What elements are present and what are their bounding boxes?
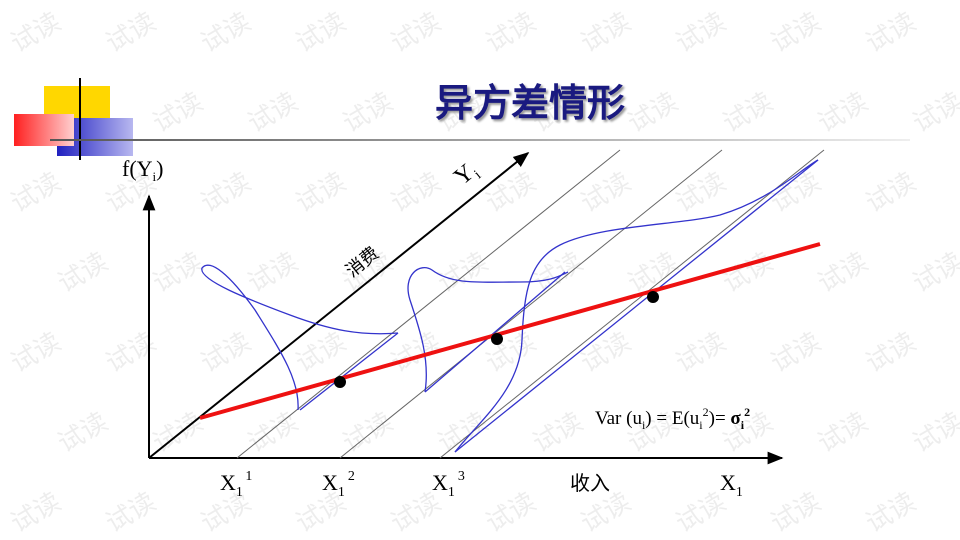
watermark: 试读 xyxy=(148,87,208,139)
mean-point xyxy=(491,333,503,345)
watermark: 试读 xyxy=(576,167,636,219)
watermark: 试读 xyxy=(576,7,636,59)
watermark: 试读 xyxy=(6,487,66,539)
watermark: 试读 xyxy=(956,7,960,59)
formula: Var (ui) = E(ui2)= σi2 xyxy=(595,405,750,432)
watermark: 试读 xyxy=(956,487,960,539)
watermark: 试读 xyxy=(861,487,921,539)
watermark: 试读 xyxy=(196,327,256,379)
watermark: 试读 xyxy=(528,407,588,459)
watermark: 试读 xyxy=(481,487,541,539)
watermark: 试读 xyxy=(481,167,541,219)
y-axis-label: f(Yi) xyxy=(122,156,164,184)
slide-title: 异方差情形 xyxy=(435,81,625,125)
watermark: 试读 xyxy=(291,7,351,59)
watermark: 试读 xyxy=(243,247,303,299)
blue-line xyxy=(454,159,819,453)
watermark: 试读 xyxy=(576,327,636,379)
watermark: 试读 xyxy=(813,407,873,459)
mean-point xyxy=(334,376,346,388)
distribution-curve xyxy=(201,264,399,411)
watermark: 试读 xyxy=(861,7,921,59)
diagonal xyxy=(148,151,530,459)
watermark: 试读 xyxy=(291,167,351,219)
mean-point xyxy=(647,291,659,303)
watermark: 试读 xyxy=(766,327,826,379)
watermark: 试读 xyxy=(671,167,731,219)
blue-line xyxy=(299,332,399,411)
watermark: 试读 xyxy=(481,7,541,59)
watermark: 试读 xyxy=(243,407,303,459)
diagonal-label: Yi xyxy=(449,157,484,193)
watermark: 试读 xyxy=(101,327,161,379)
watermark: 试读 xyxy=(291,327,351,379)
header-decoration xyxy=(14,78,910,160)
watermark: 试读 xyxy=(196,7,256,59)
watermark: 试读 xyxy=(718,247,778,299)
watermark: 试读 xyxy=(6,167,66,219)
watermark: 试读 xyxy=(908,407,960,459)
watermark: 试读 xyxy=(861,327,921,379)
watermark: 试读 xyxy=(101,487,161,539)
watermark: 试读 xyxy=(243,87,303,139)
watermark: 试读 xyxy=(338,407,398,459)
diagram xyxy=(142,149,825,465)
income-label: 收入 xyxy=(570,471,610,495)
watermark: 试读 xyxy=(718,87,778,139)
guide-line xyxy=(439,149,825,459)
watermark: 试读 xyxy=(433,407,493,459)
watermark: 试读 xyxy=(386,7,446,59)
watermark: 试读 xyxy=(908,247,960,299)
distribution-curve xyxy=(407,267,569,393)
watermark: 试读 xyxy=(53,407,113,459)
watermark: 试读 xyxy=(908,87,960,139)
watermark: 试读 xyxy=(861,167,921,219)
watermark: 试读 xyxy=(956,327,960,379)
watermark: 试读 xyxy=(6,327,66,379)
watermark: 试读 xyxy=(53,247,113,299)
x-mark-label: X12 xyxy=(322,469,355,500)
watermark: 试读 xyxy=(813,87,873,139)
watermark: 试读 xyxy=(386,167,446,219)
watermark: 试读 xyxy=(813,247,873,299)
x-axis-label: X1 xyxy=(720,470,743,500)
watermark: 试读 xyxy=(671,7,731,59)
guide-line xyxy=(339,149,723,459)
watermark: 试读 xyxy=(623,87,683,139)
watermark: 试读 xyxy=(528,247,588,299)
watermark: 试读 xyxy=(101,7,161,59)
regression-line xyxy=(199,242,821,420)
watermark: 试读 xyxy=(766,487,826,539)
watermark: 试读 xyxy=(671,327,731,379)
watermark: 试读 xyxy=(338,87,398,139)
watermark: 试读 xyxy=(433,247,493,299)
guide-line xyxy=(236,149,621,459)
watermark: 试读 xyxy=(956,167,960,219)
x-mark-label: X13 xyxy=(432,469,465,500)
watermark: 试读 xyxy=(196,167,256,219)
blue-line xyxy=(424,271,566,393)
watermark: 试读 xyxy=(148,247,208,299)
distribution-curve xyxy=(454,159,819,453)
watermark: 试读 xyxy=(766,7,826,59)
watermark: 试读 xyxy=(6,7,66,59)
x-mark-label: X11 xyxy=(220,469,252,500)
